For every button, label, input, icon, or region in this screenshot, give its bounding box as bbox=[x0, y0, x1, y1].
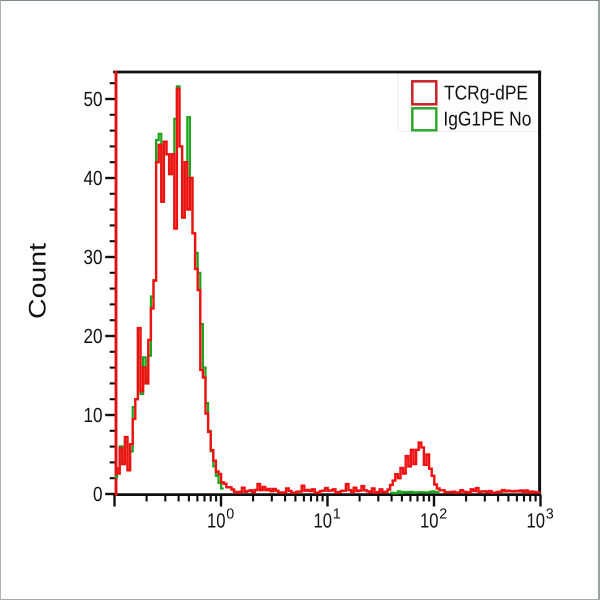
svg-text:40: 40 bbox=[84, 167, 103, 190]
svg-text:10: 10 bbox=[207, 510, 226, 533]
svg-text:50: 50 bbox=[84, 88, 103, 111]
svg-text:TCRg-dPE: TCRg-dPE bbox=[444, 83, 528, 105]
svg-text:20: 20 bbox=[84, 325, 103, 348]
svg-text:2: 2 bbox=[439, 507, 447, 523]
svg-text:10: 10 bbox=[84, 404, 103, 427]
svg-text:Count: Count bbox=[25, 243, 52, 319]
svg-text:10: 10 bbox=[527, 510, 546, 533]
svg-text:0: 0 bbox=[93, 483, 103, 506]
svg-text:30: 30 bbox=[84, 246, 103, 269]
svg-text:IgG1PE No: IgG1PE No bbox=[443, 109, 531, 131]
svg-text:0: 0 bbox=[226, 507, 234, 523]
svg-text:1: 1 bbox=[333, 507, 341, 523]
svg-text:10: 10 bbox=[420, 510, 439, 533]
svg-text:10: 10 bbox=[314, 510, 333, 533]
svg-text:3: 3 bbox=[546, 507, 554, 523]
